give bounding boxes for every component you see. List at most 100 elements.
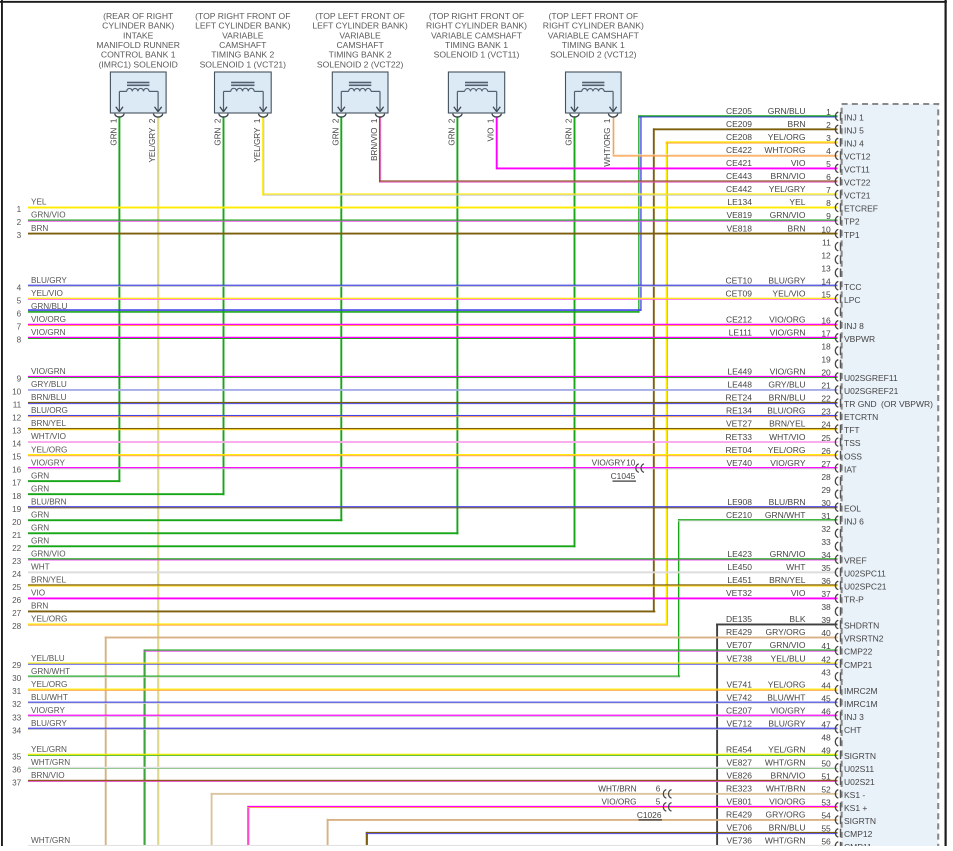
svg-text:CE421: CE421 xyxy=(726,158,752,168)
svg-text:23: 23 xyxy=(821,407,831,417)
svg-text:7: 7 xyxy=(17,322,22,331)
svg-text:RE134: RE134 xyxy=(726,406,752,416)
svg-text:VIO/GRY: VIO/GRY xyxy=(31,458,66,467)
svg-text:BLU/ORG: BLU/ORG xyxy=(767,406,805,416)
svg-text:VE741: VE741 xyxy=(726,679,752,689)
svg-text:CMP21: CMP21 xyxy=(844,660,873,670)
svg-text:VIO/GRN: VIO/GRN xyxy=(31,367,66,376)
svg-text:GRY/ORG: GRY/ORG xyxy=(766,810,806,820)
svg-text:8: 8 xyxy=(17,335,22,344)
svg-text:GRN 1: GRN 1 xyxy=(109,118,118,145)
svg-text:BRN/YEL: BRN/YEL xyxy=(31,419,66,428)
svg-text:11: 11 xyxy=(13,401,22,410)
svg-text:VCT22: VCT22 xyxy=(844,178,871,188)
svg-text:GRN 2: GRN 2 xyxy=(214,118,223,145)
svg-text:VARIABLE CAMSHAFT: VARIABLE CAMSHAFT xyxy=(431,30,523,40)
svg-text:BLU/GRY: BLU/GRY xyxy=(768,275,805,285)
svg-text:VIO: VIO xyxy=(791,158,806,168)
svg-text:23: 23 xyxy=(12,557,22,566)
svg-text:CHT: CHT xyxy=(844,725,861,735)
svg-text:GRN 2: GRN 2 xyxy=(331,118,340,145)
svg-text:BRN/VIO: BRN/VIO xyxy=(771,171,806,181)
svg-text:4: 4 xyxy=(17,283,22,292)
svg-text:(TOP RIGHT FRONT OF: (TOP RIGHT FRONT OF xyxy=(429,11,524,21)
svg-text:YEL/GRY 2: YEL/GRY 2 xyxy=(148,118,157,162)
svg-text:19: 19 xyxy=(12,505,22,514)
svg-text:U02S21: U02S21 xyxy=(844,777,875,787)
svg-text:VIO/GRY: VIO/GRY xyxy=(770,458,806,468)
svg-text:VIO/GRN: VIO/GRN xyxy=(770,328,806,338)
svg-text:VE826: VE826 xyxy=(726,771,752,781)
svg-text:U02SPC21: U02SPC21 xyxy=(844,582,887,592)
svg-text:10: 10 xyxy=(626,459,636,468)
svg-text:51: 51 xyxy=(821,772,831,782)
svg-text:YEL/ORG: YEL/ORG xyxy=(768,132,806,142)
svg-text:WHT/ORG 1: WHT/ORG 1 xyxy=(603,118,612,167)
svg-text:53: 53 xyxy=(821,798,831,808)
svg-text:33: 33 xyxy=(821,537,831,547)
svg-text:IAT: IAT xyxy=(844,464,857,474)
svg-text:TSS: TSS xyxy=(844,438,861,448)
svg-text:48: 48 xyxy=(821,732,831,742)
svg-text:VIO/GRN: VIO/GRN xyxy=(31,328,66,337)
svg-text:LE423: LE423 xyxy=(727,549,752,559)
svg-text:GRY/ORG: GRY/ORG xyxy=(766,627,806,637)
svg-text:GRN: GRN xyxy=(31,484,49,493)
svg-text:43: 43 xyxy=(821,667,831,677)
svg-text:33: 33 xyxy=(12,713,22,722)
svg-text:9: 9 xyxy=(17,375,22,384)
svg-text:VREF: VREF xyxy=(844,556,867,566)
svg-text:CONTROL BANK 1: CONTROL BANK 1 xyxy=(101,50,176,60)
svg-text:YEL/BLU: YEL/BLU xyxy=(771,653,806,663)
svg-text:BRN/BLU: BRN/BLU xyxy=(769,393,806,403)
svg-text:LE134: LE134 xyxy=(727,197,752,207)
svg-text:KS1 +: KS1 + xyxy=(844,803,867,813)
svg-text:CE207: CE207 xyxy=(726,705,752,715)
svg-text:MANIFOLD RUNNER: MANIFOLD RUNNER xyxy=(96,40,180,50)
svg-text:GRY/BLU: GRY/BLU xyxy=(768,380,805,390)
svg-text:YEL/GRN: YEL/GRN xyxy=(768,745,805,755)
svg-text:RET24: RET24 xyxy=(726,393,753,403)
svg-text:26: 26 xyxy=(821,446,831,456)
svg-text:BLU/BRN: BLU/BRN xyxy=(31,497,67,506)
svg-text:30: 30 xyxy=(821,498,831,508)
svg-text:YEL/ORG: YEL/ORG xyxy=(31,445,67,454)
svg-text:32: 32 xyxy=(821,524,831,534)
svg-text:35: 35 xyxy=(821,563,831,573)
svg-text:15: 15 xyxy=(12,453,22,462)
svg-text:IMRC2M: IMRC2M xyxy=(844,686,878,696)
svg-text:49: 49 xyxy=(821,746,831,756)
svg-text:BRN/BLU: BRN/BLU xyxy=(31,393,67,402)
svg-text:18: 18 xyxy=(821,342,831,352)
svg-text:CMP22: CMP22 xyxy=(844,647,873,657)
svg-text:RIGHT CYLINDER BANK): RIGHT CYLINDER BANK) xyxy=(543,21,644,31)
svg-text:5: 5 xyxy=(826,159,831,169)
svg-text:VIO/ORG: VIO/ORG xyxy=(769,797,805,807)
svg-text:12: 12 xyxy=(821,250,831,260)
svg-text:C1045: C1045 xyxy=(611,471,636,481)
svg-text:YEL/GRY 1: YEL/GRY 1 xyxy=(253,118,262,162)
svg-text:3: 3 xyxy=(826,133,831,143)
svg-text:LE111: LE111 xyxy=(729,328,753,338)
svg-text:VE827: VE827 xyxy=(726,758,752,768)
svg-text:BLU/GRY: BLU/GRY xyxy=(768,718,805,728)
svg-text:LEFT CYLINDER BANK): LEFT CYLINDER BANK) xyxy=(195,21,290,31)
svg-text:INTAKE: INTAKE xyxy=(123,30,154,40)
svg-text:CE210: CE210 xyxy=(726,510,752,520)
svg-text:44: 44 xyxy=(821,680,831,690)
svg-text:(TOP RIGHT FRONT OF: (TOP RIGHT FRONT OF xyxy=(195,11,290,21)
svg-text:CE208: CE208 xyxy=(726,132,752,142)
svg-text:10: 10 xyxy=(12,388,22,397)
svg-text:42: 42 xyxy=(821,654,831,664)
svg-text:WHT/GRN: WHT/GRN xyxy=(765,836,806,846)
svg-text:WHT/GRN: WHT/GRN xyxy=(31,758,70,767)
svg-text:VET32: VET32 xyxy=(726,588,752,598)
svg-text:BLU/GRY: BLU/GRY xyxy=(31,276,67,285)
svg-text:VIO 1: VIO 1 xyxy=(487,118,496,141)
svg-text:VIO: VIO xyxy=(791,588,806,598)
svg-text:BLK: BLK xyxy=(789,614,805,624)
svg-text:18: 18 xyxy=(12,492,22,501)
svg-text:3: 3 xyxy=(17,231,22,240)
svg-text:GRN/WHT: GRN/WHT xyxy=(31,667,70,676)
svg-text:VBPWR: VBPWR xyxy=(844,334,875,344)
